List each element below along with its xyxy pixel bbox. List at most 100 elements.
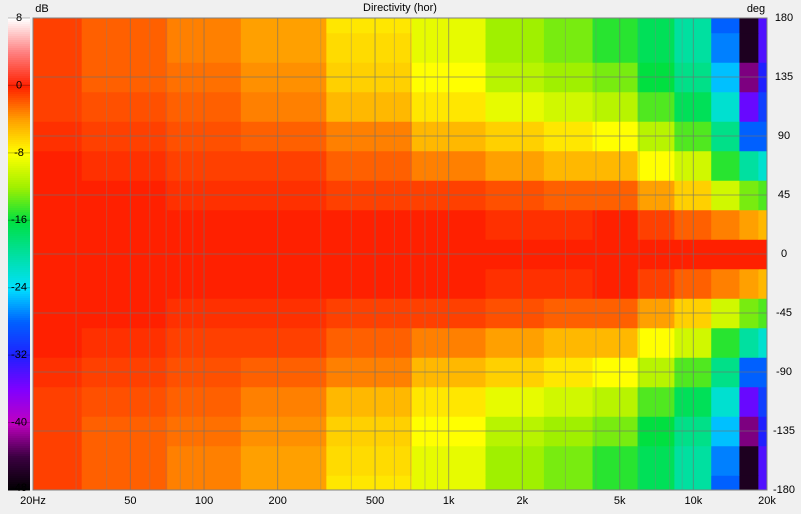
heat-cell xyxy=(543,18,594,34)
heat-cell xyxy=(592,445,639,476)
colorbar-band xyxy=(8,122,30,125)
heat-cell xyxy=(758,475,768,491)
x-tick-label: 1k xyxy=(443,495,455,507)
colorbar-band xyxy=(8,294,30,297)
colorbar-band xyxy=(8,22,30,25)
colorbar-band xyxy=(8,242,30,245)
heat-cell xyxy=(485,268,545,299)
colorbar-band xyxy=(8,240,30,243)
heat-cell xyxy=(592,150,639,181)
colorbar-band xyxy=(8,414,30,417)
colorbar-band xyxy=(8,200,30,203)
colorbar-band xyxy=(8,172,30,175)
colorbar-band xyxy=(8,114,30,117)
colorbar-band xyxy=(8,264,30,267)
colorbar-band xyxy=(8,314,30,317)
heat-cell xyxy=(33,475,83,491)
heat-cell xyxy=(637,445,675,476)
colorbar-band xyxy=(8,302,30,305)
heat-cell xyxy=(543,268,594,299)
colorbar-band xyxy=(8,358,30,361)
colorbar-band xyxy=(8,60,30,63)
colorbar-band xyxy=(8,222,30,225)
colorbar-band xyxy=(8,298,30,301)
colorbar-band xyxy=(8,446,30,449)
colorbar-band xyxy=(8,310,30,313)
heat-cell xyxy=(33,268,83,299)
colorbar-band xyxy=(8,390,30,393)
colorbar-band xyxy=(8,376,30,379)
colorbar-band xyxy=(8,220,30,223)
colorbar-band xyxy=(8,90,30,93)
colorbar-band xyxy=(8,480,30,483)
heat-cell xyxy=(81,445,168,476)
colorbar-band xyxy=(8,100,30,103)
heat-cell xyxy=(485,386,545,417)
colorbar-band xyxy=(8,284,30,287)
colorbar-band xyxy=(8,412,30,415)
heat-cell xyxy=(739,18,759,34)
colorbar-band xyxy=(8,46,30,49)
colorbar-band xyxy=(8,150,30,153)
heat-cell xyxy=(240,209,327,240)
heat-cell xyxy=(240,475,327,491)
y-axis-label: deg xyxy=(747,3,765,15)
colorbar-band xyxy=(8,184,30,187)
heat-cell xyxy=(637,475,675,491)
heat-cell xyxy=(240,18,327,34)
colorbar-band xyxy=(8,144,30,147)
colorbar-band xyxy=(8,292,30,295)
colorbar-band xyxy=(8,228,30,231)
heat-cell xyxy=(543,150,594,181)
colorbar-band xyxy=(8,214,30,217)
colorbar-band xyxy=(8,96,30,99)
colorbar-band xyxy=(8,362,30,365)
colorbar-band xyxy=(8,328,30,331)
colorbar-band xyxy=(8,360,30,363)
colorbar-band xyxy=(8,422,30,425)
colorbar-band xyxy=(8,410,30,413)
colorbar-band xyxy=(8,140,30,143)
colorbar-band xyxy=(8,44,30,47)
colorbar-band xyxy=(8,50,30,53)
heat-cell xyxy=(485,18,545,34)
colorbar-band xyxy=(8,206,30,209)
colorbar-band xyxy=(8,248,30,251)
colorbar-band xyxy=(8,458,30,461)
heat-cell xyxy=(240,150,327,181)
colorbar-band xyxy=(8,276,30,279)
y-tick-label: 90 xyxy=(778,130,790,142)
colorbar-band xyxy=(8,148,30,151)
colorbar-band xyxy=(8,312,30,315)
colorbar-band xyxy=(8,180,30,183)
colorbar-band xyxy=(8,84,30,87)
colorbar-band xyxy=(8,372,30,375)
colorbar-band xyxy=(8,18,30,21)
colorbar-tick-label: -40 xyxy=(11,416,27,428)
colorbar-band xyxy=(8,238,30,241)
heat-cell xyxy=(739,32,759,63)
colorbar-band xyxy=(8,290,30,293)
colorbar-band xyxy=(8,198,30,201)
colorbar-band xyxy=(8,178,30,181)
heat-cell xyxy=(711,209,740,240)
heat-cell xyxy=(326,209,413,240)
colorbar-band xyxy=(8,374,30,377)
colorbar-band xyxy=(8,472,30,475)
colorbar-band xyxy=(8,72,30,75)
heat-cell xyxy=(81,32,168,63)
heat-cell xyxy=(592,209,639,240)
colorbar-band xyxy=(8,266,30,269)
colorbar-band xyxy=(8,356,30,359)
heat-cell xyxy=(758,268,768,299)
colorbar-band xyxy=(8,440,30,443)
heat-cell xyxy=(592,32,639,63)
colorbar-band xyxy=(8,444,30,447)
heat-cell xyxy=(81,150,168,181)
colorbar-band xyxy=(8,380,30,383)
colorbar-band xyxy=(8,252,30,255)
heat-cell xyxy=(739,209,759,240)
colorbar-band xyxy=(8,116,30,119)
heat-cell xyxy=(637,327,675,358)
colorbar-band xyxy=(8,170,30,173)
